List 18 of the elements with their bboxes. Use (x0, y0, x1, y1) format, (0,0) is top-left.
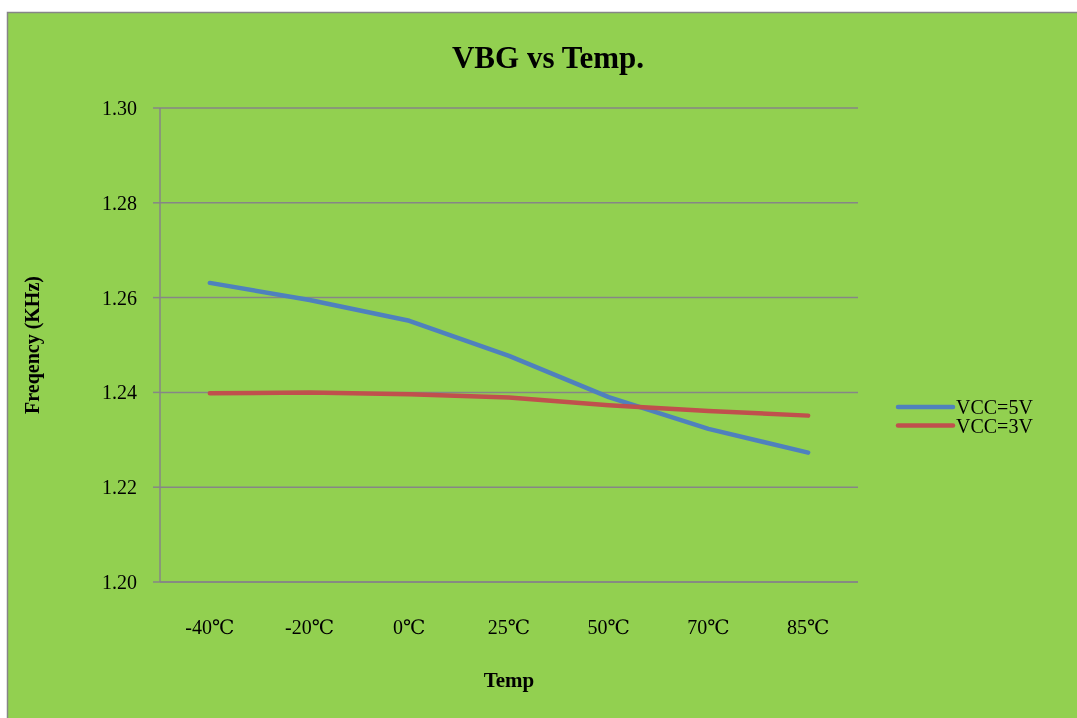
y-tick-label: 1.24 (102, 381, 137, 404)
y-tick-label: 1.26 (102, 286, 137, 309)
x-tick-label: 25℃ (487, 616, 531, 638)
y-tick-label: 1.22 (102, 476, 137, 499)
y-tick-label: 1.30 (102, 97, 137, 119)
y-tick-label: 1.20 (102, 571, 137, 593)
line-series (207, 280, 811, 455)
x-tick-label: -40℃ (185, 616, 235, 638)
y-tick-label: 1.28 (102, 191, 137, 214)
x-axis-title: Temp (483, 668, 535, 692)
x-tick-label: 0℃ (393, 616, 426, 638)
line-series (207, 390, 811, 418)
x-tick-label: 85℃ (786, 616, 830, 638)
x-tick-label: -20℃ (285, 616, 335, 638)
x-tick-label: 50℃ (587, 616, 630, 638)
y-axis-title: Freqency (KHz) (21, 276, 44, 414)
x-tick-label: 70℃ (687, 616, 730, 638)
chart-title: VBG vs Temp. (451, 40, 645, 75)
